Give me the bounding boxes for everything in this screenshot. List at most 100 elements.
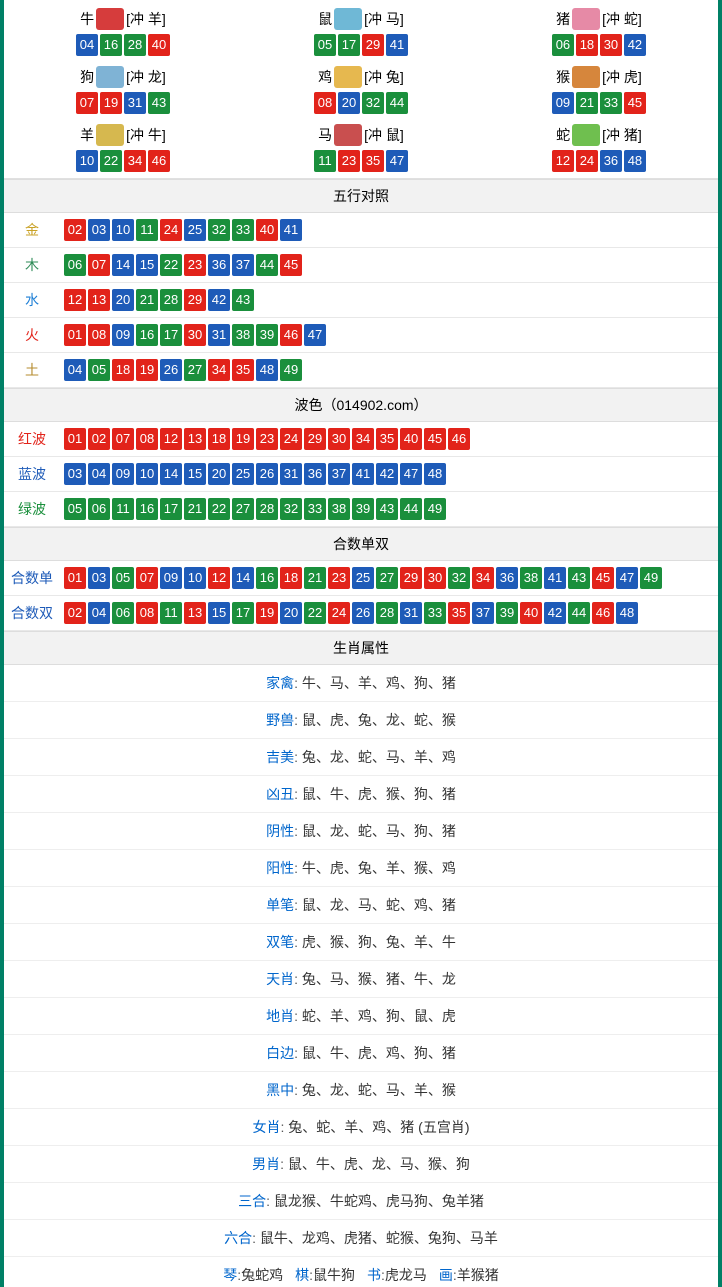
number-ball: 46: [148, 150, 170, 172]
number-ball: 15: [208, 602, 230, 624]
bottom-key: 琴: [223, 1267, 237, 1283]
attr-row: 双笔: 虎、猴、狗、兔、羊、牛: [4, 924, 718, 961]
number-ball: 40: [400, 428, 422, 450]
zodiac-name: 猴: [556, 67, 570, 87]
zodiac-icon: [572, 66, 600, 88]
number-ball: 39: [496, 602, 518, 624]
wuxing-header: 五行对照: [4, 179, 718, 213]
zodiac-name: 鼠: [318, 9, 332, 29]
number-ball: 44: [256, 254, 278, 276]
attr-key: 白边: [266, 1045, 294, 1061]
number-ball: 08: [136, 428, 158, 450]
attr-sep: :: [280, 1156, 288, 1172]
number-ball: 42: [208, 289, 230, 311]
number-ball: 20: [112, 289, 134, 311]
attr-key: 家禽: [266, 675, 294, 691]
number-ball: 01: [64, 324, 86, 346]
number-ball: 09: [160, 567, 182, 589]
number-ball: 35: [376, 428, 398, 450]
number-ball: 47: [386, 150, 408, 172]
number-ball: 35: [232, 359, 254, 381]
attr-row: 六合: 鼠牛、龙鸡、虎猪、蛇猴、兔狗、马羊: [4, 1220, 718, 1257]
number-ball: 21: [184, 498, 206, 520]
main-container: 牛[冲 羊]04162840鼠[冲 马]05172941猪[冲 蛇]061830…: [0, 0, 722, 1287]
attr-sep: :: [252, 1230, 260, 1246]
number-ball: 10: [136, 463, 158, 485]
number-ball: 09: [112, 324, 134, 346]
zodiac-cell: 猴[冲 虎]09213345: [480, 60, 718, 118]
number-ball: 49: [424, 498, 446, 520]
number-ball: 28: [376, 602, 398, 624]
bose-label: 绿波: [4, 499, 60, 519]
number-ball: 17: [160, 324, 182, 346]
number-ball: 03: [64, 463, 86, 485]
number-ball: 46: [280, 324, 302, 346]
number-ball: 48: [424, 463, 446, 485]
number-ball: 16: [136, 498, 158, 520]
number-ball: 30: [328, 428, 350, 450]
zodiac-name: 蛇: [556, 125, 570, 145]
attr-val: 鼠、虎、兔、龙、蛇、猴: [302, 712, 456, 728]
bottom-item: 琴:兔蛇鸡: [223, 1265, 283, 1285]
number-ball: 26: [352, 602, 374, 624]
number-ball: 39: [256, 324, 278, 346]
attr-key: 双笔: [266, 934, 294, 950]
attr-row: 家禽: 牛、马、羊、鸡、狗、猪: [4, 665, 718, 702]
number-ball: 16: [136, 324, 158, 346]
attr-key: 三合: [238, 1193, 266, 1209]
number-ball: 45: [592, 567, 614, 589]
number-ball: 30: [184, 324, 206, 346]
number-ball: 27: [232, 498, 254, 520]
number-ball: 42: [624, 34, 646, 56]
number-ball: 43: [376, 498, 398, 520]
number-ball: 07: [112, 428, 134, 450]
number-ball: 44: [568, 602, 590, 624]
bottom-val: 鼠牛狗: [313, 1267, 355, 1283]
number-ball: 24: [328, 602, 350, 624]
number-ball: 01: [64, 428, 86, 450]
number-ball: 36: [600, 150, 622, 172]
attr-key: 六合: [224, 1230, 252, 1246]
number-ball: 20: [280, 602, 302, 624]
wuxing-label: 水: [4, 290, 60, 310]
number-ball: 29: [400, 567, 422, 589]
number-ball: 07: [76, 92, 98, 114]
zodiac-conflict: [冲 羊]: [126, 9, 166, 29]
attr-sep: :: [294, 786, 302, 802]
number-ball: 05: [64, 498, 86, 520]
number-ball: 12: [64, 289, 86, 311]
wuxing-label: 木: [4, 255, 60, 275]
bottom-key: 棋: [295, 1267, 309, 1283]
attr-key: 黑中: [266, 1082, 294, 1098]
number-ball: 48: [256, 359, 278, 381]
number-ball: 04: [76, 34, 98, 56]
zodiac-name: 狗: [80, 67, 94, 87]
attr-key: 男肖: [252, 1156, 280, 1172]
number-ball: 12: [208, 567, 230, 589]
attr-row: 男肖: 鼠、牛、虎、龙、马、猴、狗: [4, 1146, 718, 1183]
zodiac-conflict: [冲 猪]: [602, 125, 642, 145]
number-ball: 26: [160, 359, 182, 381]
attr-sep: :: [294, 1008, 302, 1024]
number-ball: 39: [352, 498, 374, 520]
attr-key: 凶丑: [266, 786, 294, 802]
wuxing-label: 火: [4, 325, 60, 345]
attr-row: 天肖: 兔、马、猴、猪、牛、龙: [4, 961, 718, 998]
wuxing-label: 金: [4, 220, 60, 240]
bose-row: 红波0102070812131819232429303435404546: [4, 422, 718, 457]
bottom-item: 书:虎龙马: [367, 1265, 427, 1285]
number-ball: 25: [184, 219, 206, 241]
number-ball: 10: [76, 150, 98, 172]
number-ball: 37: [328, 463, 350, 485]
zodiac-name: 羊: [80, 125, 94, 145]
zodiac-cell: 马[冲 鼠]11233547: [242, 118, 480, 176]
zodiac-cell: 蛇[冲 猪]12243648: [480, 118, 718, 176]
number-ball: 32: [448, 567, 470, 589]
number-ball: 36: [208, 254, 230, 276]
attr-key: 地肖: [266, 1008, 294, 1024]
bose-header: 波色（014902.com）: [4, 388, 718, 422]
attr-val: 兔、龙、蛇、马、羊、鸡: [302, 749, 456, 765]
number-ball: 12: [160, 428, 182, 450]
number-ball: 36: [496, 567, 518, 589]
number-ball: 37: [472, 602, 494, 624]
